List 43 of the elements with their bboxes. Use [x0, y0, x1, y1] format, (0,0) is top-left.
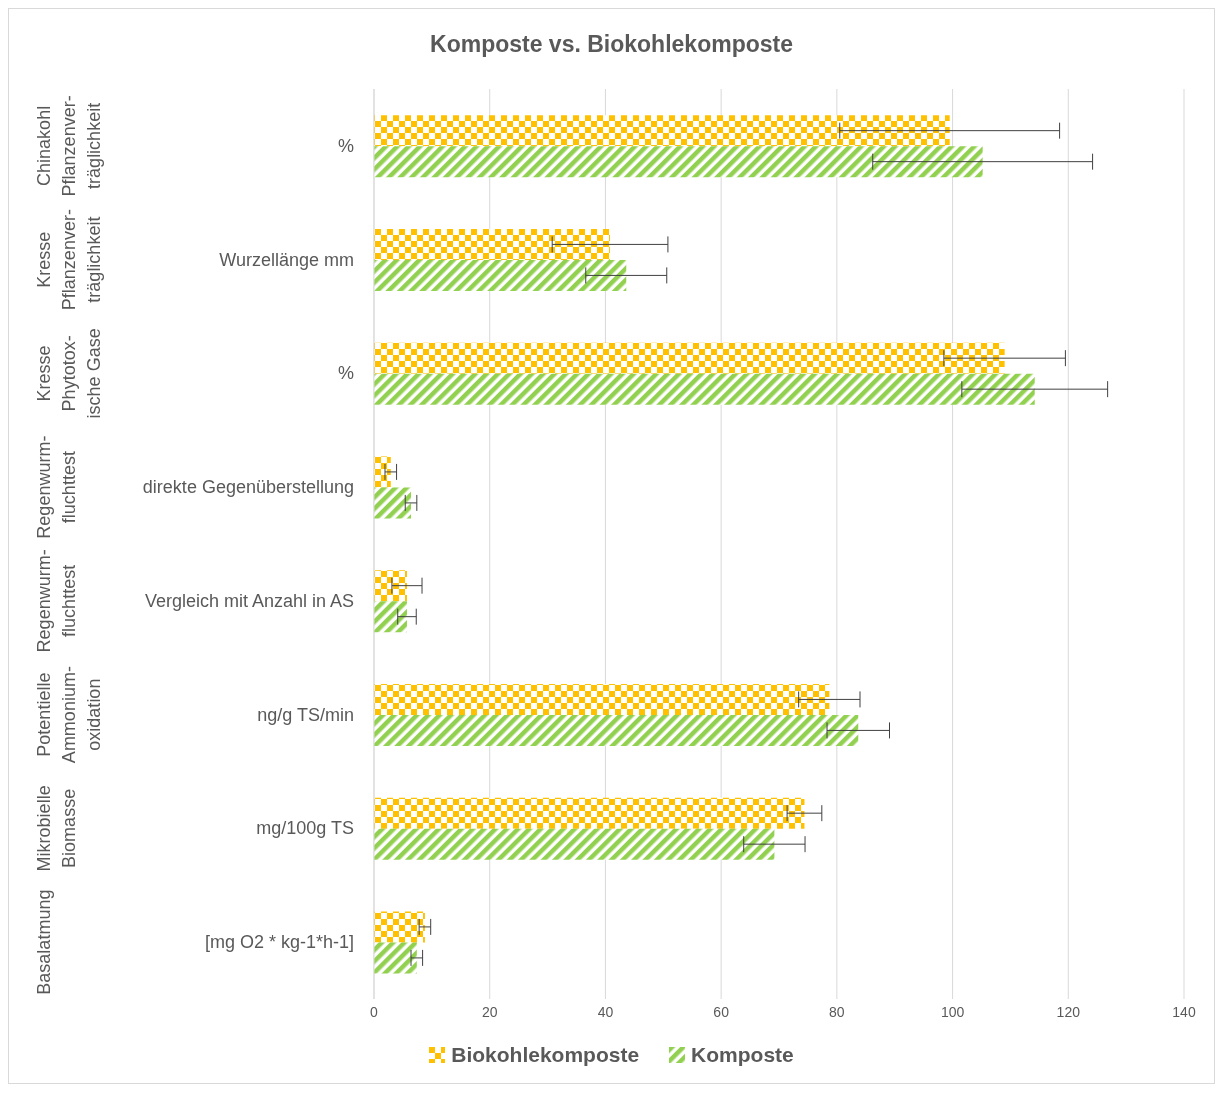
bar [374, 797, 805, 829]
chart-title: Komposte vs. Biokohlekomposte [429, 30, 794, 59]
bar [374, 714, 859, 746]
y-tick-label: Vergleich mit Anzahl in AS [144, 590, 354, 611]
y-tick-label: % [337, 135, 354, 156]
bar [374, 487, 412, 519]
text: Biokohlekomposte [451, 1043, 640, 1067]
y-tick-label: direkte Gegenüberstellung [142, 477, 354, 498]
text: Mikrobielle Biomasse [34, 785, 79, 872]
y-tick-label: % [337, 363, 354, 384]
text: Chinakohl Pflanzenver- träglichkeit [34, 95, 104, 197]
text: Basalatmung [34, 889, 54, 995]
bar [374, 259, 627, 291]
bar [374, 942, 417, 974]
bar [374, 911, 425, 943]
x-tick-label: 100 [940, 1003, 965, 1020]
x-tick-label: 0 [370, 1003, 379, 1020]
bar [374, 373, 1035, 405]
bar [374, 601, 407, 633]
text: Kresse Phytotox- ische Gase [34, 328, 104, 419]
bar [374, 683, 830, 715]
bar [374, 570, 407, 602]
bar [374, 456, 391, 488]
x-tick-label: 140 [1172, 1003, 1196, 1020]
y-tick-label: mg/100g TS [256, 818, 354, 839]
bar [374, 115, 950, 147]
bar [374, 342, 1005, 374]
x-tick-label: 80 [829, 1003, 845, 1020]
text: Potentielle Ammonium- oxidation [34, 666, 104, 764]
y-tick-label: [mg O2 * kg-1*h-1] [204, 932, 354, 953]
y-tick-label: ng/g TS/min [257, 704, 354, 725]
x-tick-label: 120 [1056, 1003, 1081, 1020]
bar [374, 146, 983, 178]
x-tick-label: 40 [597, 1003, 614, 1020]
x-tick-label: 60 [713, 1003, 730, 1020]
bar [374, 228, 611, 260]
bar [374, 828, 775, 860]
y-tick-label: Wurzellänge mm [219, 249, 354, 270]
text: Kresse Pflanzenver- träglichkeit [34, 209, 104, 311]
text: Komposte [691, 1043, 794, 1067]
text: Regenwurm- fluchttest [34, 549, 79, 653]
x-tick-label: 20 [481, 1003, 498, 1020]
text: Regenwurm- fluchttest [34, 435, 79, 539]
